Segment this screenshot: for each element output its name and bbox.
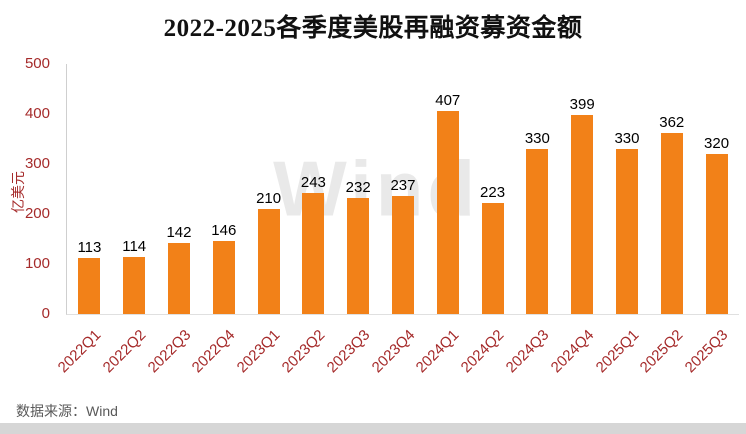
bar-slot-2022Q4: 146 bbox=[201, 64, 246, 314]
bar-slot-2023Q2: 243 bbox=[291, 64, 336, 314]
y-tick-label: 100 bbox=[24, 255, 50, 272]
bar-slot-2023Q3: 232 bbox=[336, 64, 381, 314]
y-tick-label: 200 bbox=[24, 205, 50, 222]
bar-value-label: 142 bbox=[166, 224, 192, 241]
x-tick-slot: 2022Q2 bbox=[99, 316, 156, 388]
x-tick-slot: 2024Q2 bbox=[458, 316, 514, 388]
bar-value-label: 330 bbox=[524, 130, 550, 147]
bar bbox=[571, 114, 594, 314]
bar-slot-2024Q3: 330 bbox=[515, 64, 560, 314]
bar-slot-2024Q1: 407 bbox=[425, 64, 470, 314]
bar-value-label: 223 bbox=[480, 183, 506, 201]
bar-value-label: 232 bbox=[345, 179, 371, 196]
bar-value-label: 210 bbox=[256, 190, 282, 207]
bar-slot-2022Q1: 113 bbox=[67, 64, 112, 314]
bars-row: 113 114 142 146 210 243 232 237 407 223 330 399 330 3… bbox=[67, 64, 739, 314]
bar-value-label: 399 bbox=[569, 95, 595, 113]
bar-value-label: 330 bbox=[614, 130, 640, 147]
y-tick-label: 0 bbox=[41, 305, 50, 322]
bar bbox=[167, 243, 190, 314]
bar-value-label: 114 bbox=[122, 238, 147, 255]
x-tick-slot: 2024Q1 bbox=[413, 316, 469, 388]
bar bbox=[212, 241, 235, 314]
bar-value-label: 362 bbox=[659, 114, 685, 131]
data-source-label: 数据来源：Wind bbox=[16, 403, 118, 419]
y-tick-label: 400 bbox=[24, 105, 50, 122]
bar bbox=[78, 257, 101, 314]
bar bbox=[660, 133, 683, 314]
bar-slot-2025Q1: 330 bbox=[605, 64, 650, 314]
bar bbox=[436, 110, 459, 314]
bar bbox=[123, 257, 146, 314]
x-tick-slot: 2024Q3 bbox=[503, 316, 559, 388]
x-tick-slot: 2022Q4 bbox=[189, 316, 245, 388]
bar bbox=[391, 195, 414, 314]
bar bbox=[347, 198, 370, 314]
x-tick-slot: 2022Q1 bbox=[55, 316, 111, 388]
bar bbox=[615, 149, 638, 314]
footer-strip bbox=[0, 423, 746, 434]
x-tick-slot: 2023Q1 bbox=[234, 316, 290, 388]
bar-value-label: 113 bbox=[77, 238, 102, 256]
bar-slot-2024Q4: 399 bbox=[560, 64, 605, 314]
bar-value-label: 243 bbox=[300, 173, 326, 191]
x-axis-labels: 2022Q1 2022Q2 2022Q3 2022Q4 2023Q1 2023Q2 2023… bbox=[55, 316, 738, 388]
bar-slot-2023Q4: 237 bbox=[381, 64, 426, 314]
x-tick-slot: 2023Q4 bbox=[368, 316, 425, 388]
x-tick-slot: 2024Q4 bbox=[547, 316, 604, 388]
x-tick-slot: 2023Q2 bbox=[279, 316, 335, 388]
bar bbox=[481, 202, 504, 314]
plot-area: Wind 113 114 142 146 210 243 232 237 407 223 330 39… bbox=[66, 64, 739, 315]
bar bbox=[526, 149, 549, 314]
bar bbox=[705, 154, 728, 314]
y-tick-label: 300 bbox=[24, 155, 50, 172]
x-tick-slot: 2025Q1 bbox=[592, 316, 649, 388]
bar-slot-2025Q3: 320 bbox=[694, 64, 739, 314]
bar bbox=[257, 209, 280, 314]
x-tick-label: 2022Q1 bbox=[54, 326, 105, 377]
x-tick-slot: 2025Q2 bbox=[637, 316, 693, 388]
x-tick-slot: 2022Q3 bbox=[144, 316, 201, 388]
y-axis: 0 100 200 300 400 500 bbox=[0, 55, 58, 322]
bar-value-label: 146 bbox=[211, 222, 237, 239]
bar-value-label: 407 bbox=[435, 91, 461, 109]
bar-slot-2022Q3: 142 bbox=[157, 64, 202, 314]
y-tick-label: 500 bbox=[24, 55, 50, 72]
bar-slot-2025Q2: 362 bbox=[649, 64, 694, 314]
chart-title: 2022-2025各季度美股再融资募资金额 bbox=[163, 15, 583, 42]
bar-slot-2023Q1: 210 bbox=[246, 64, 291, 314]
bar-value-label: 320 bbox=[704, 135, 730, 152]
bar bbox=[302, 192, 325, 314]
x-tick-slot: 2023Q3 bbox=[323, 316, 380, 388]
bar-slot-2024Q2: 223 bbox=[470, 64, 515, 314]
x-tick-slot: 2025Q3 bbox=[682, 316, 738, 388]
bar-value-label: 237 bbox=[390, 176, 416, 194]
bar-slot-2022Q2: 114 bbox=[112, 64, 157, 314]
